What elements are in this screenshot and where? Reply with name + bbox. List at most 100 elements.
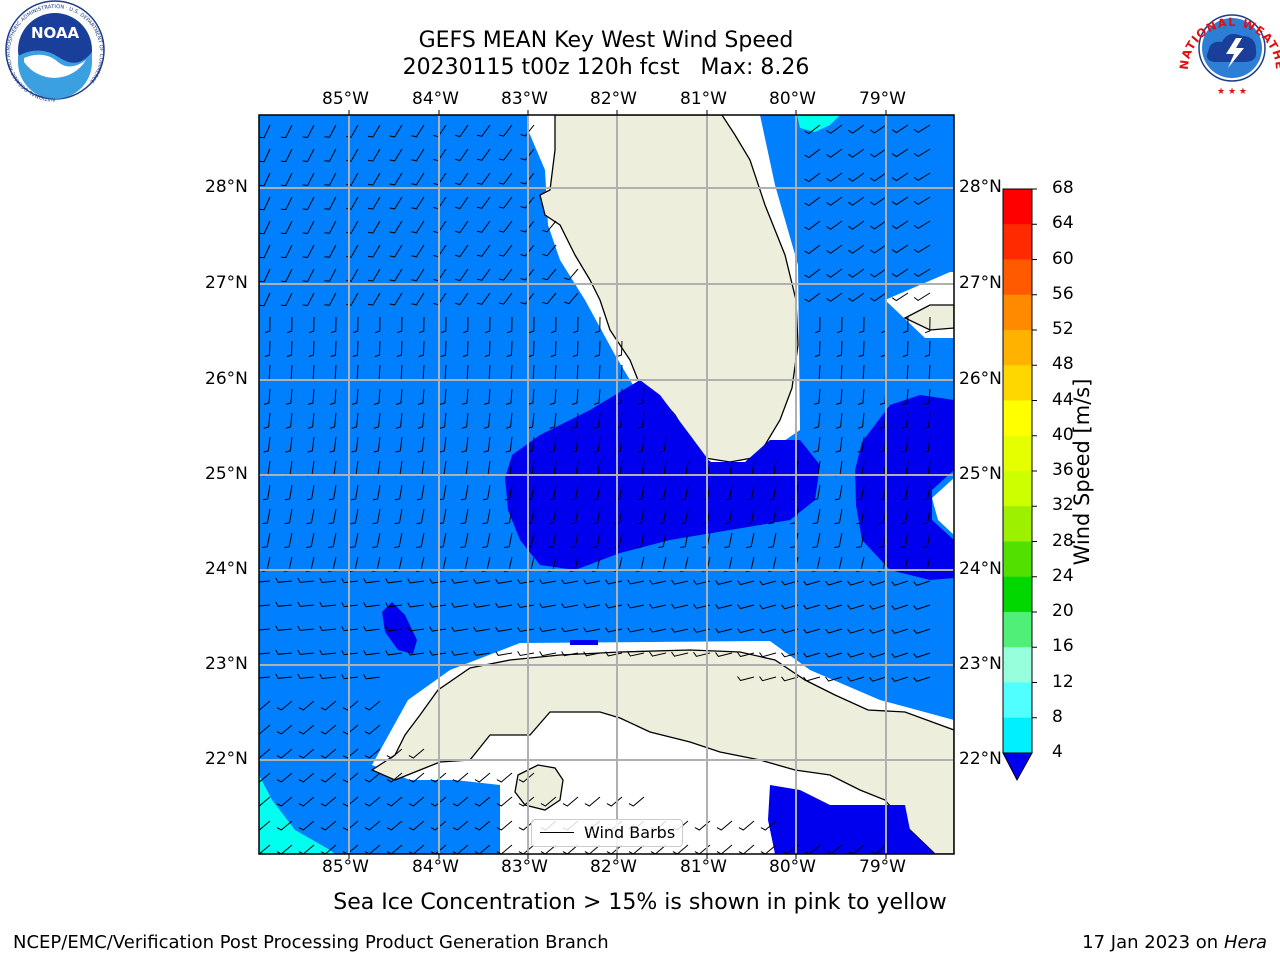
wind-barb <box>572 340 579 358</box>
wind-barb <box>408 844 425 854</box>
wind-barb <box>913 292 931 302</box>
wind-barb <box>411 196 425 210</box>
lon-label: 83°W <box>501 857 548 877</box>
wind-barb <box>836 316 843 334</box>
wind-barb <box>813 436 821 453</box>
wind-barb <box>297 673 315 679</box>
wind-barb <box>454 124 469 138</box>
lat-label: 24°N <box>959 559 1002 579</box>
wind-barb <box>330 340 337 358</box>
wind-barb <box>804 220 821 231</box>
wind-barb <box>320 724 337 735</box>
colorbar-segment <box>1003 259 1032 296</box>
wind-barb <box>836 340 843 358</box>
wind-barb <box>389 292 403 306</box>
wind-barb <box>454 148 469 162</box>
wind-barb <box>649 627 667 633</box>
wind-barb <box>372 532 381 548</box>
wind-barb <box>396 316 403 334</box>
wind-barb <box>298 844 315 854</box>
wind-barb <box>495 578 513 584</box>
wind-barb <box>329 388 337 405</box>
wind-barb <box>504 508 513 525</box>
wind-barb <box>302 268 315 283</box>
wind-barb <box>570 484 579 501</box>
wind-barb <box>473 578 491 584</box>
wind-barb <box>856 508 865 525</box>
wind-barb <box>364 844 381 854</box>
wind-barb <box>891 676 909 682</box>
wind-barb <box>302 124 315 139</box>
wind-barb <box>364 748 381 759</box>
wind-barb <box>367 124 381 138</box>
wind-barb <box>276 772 293 783</box>
colorbar-tick-label: 64 <box>1052 213 1074 234</box>
wind-barb <box>306 532 315 548</box>
wind-barb <box>848 244 865 254</box>
colorbar-segment <box>1003 365 1032 401</box>
wind-barb <box>374 340 381 358</box>
wind-barb <box>324 292 337 306</box>
wind-barb <box>280 244 293 259</box>
wind-barb <box>870 124 887 134</box>
colorbar-tick-label: 8 <box>1052 706 1063 727</box>
wind-barb <box>592 532 601 548</box>
wind-barb <box>583 627 601 633</box>
wind-barb <box>454 220 469 234</box>
wind-barb <box>298 820 315 831</box>
wind-barb <box>430 772 447 783</box>
wind-barb <box>394 484 403 501</box>
wind-barb <box>848 292 865 302</box>
wind-barb <box>746 532 755 548</box>
wind-barb <box>913 628 931 634</box>
wind-barb <box>461 388 469 405</box>
colorbar-label: Wind Speed [m/s] <box>1070 378 1094 566</box>
wind-barb <box>571 412 579 429</box>
wind-barb <box>367 268 381 282</box>
wind-barb <box>901 412 909 429</box>
wind-barb <box>297 577 315 583</box>
wind-barb <box>411 268 425 282</box>
wind-barb <box>715 628 733 633</box>
wind-barb <box>342 844 359 854</box>
wind-barb <box>346 220 359 234</box>
wind-barb <box>759 652 777 658</box>
wind-barb <box>848 220 865 230</box>
wind-barb <box>280 220 293 235</box>
wind-barb <box>814 316 821 334</box>
wind-barb <box>847 628 865 634</box>
wind-barb <box>386 820 403 831</box>
wind-barb <box>505 388 513 405</box>
wind-barb <box>329 436 337 453</box>
wind-barb <box>418 316 425 334</box>
wind-barb <box>636 508 645 525</box>
wind-barb <box>498 244 513 257</box>
wind-barb <box>848 172 865 182</box>
wind-barb <box>496 772 513 783</box>
wind-barb <box>302 148 315 163</box>
wind-barb <box>724 508 733 525</box>
wind-barb <box>583 603 601 609</box>
wind-barb <box>476 172 491 185</box>
wind-barb <box>506 316 513 334</box>
wind-barb <box>870 220 887 230</box>
wind-barb <box>307 388 315 405</box>
wind-barb <box>737 652 755 658</box>
wind-barb <box>847 580 865 586</box>
wind-barb <box>373 388 381 405</box>
wind-barb <box>870 244 887 254</box>
wind-barb <box>498 292 513 305</box>
wind-barb <box>900 508 909 525</box>
wind-barb <box>848 196 865 206</box>
wind-barb <box>341 673 359 680</box>
wind-barb <box>913 220 931 230</box>
map-ticks <box>348 110 887 859</box>
wind-barb <box>363 674 381 680</box>
wind-barb <box>284 532 293 548</box>
wind-barb <box>637 412 645 429</box>
wind-barb <box>498 268 513 281</box>
legend-label: Wind Barbs <box>584 823 676 842</box>
svg-text:★ ★ ★: ★ ★ ★ <box>1217 87 1247 97</box>
wind-barb <box>592 484 601 501</box>
wind-barb <box>416 532 425 548</box>
